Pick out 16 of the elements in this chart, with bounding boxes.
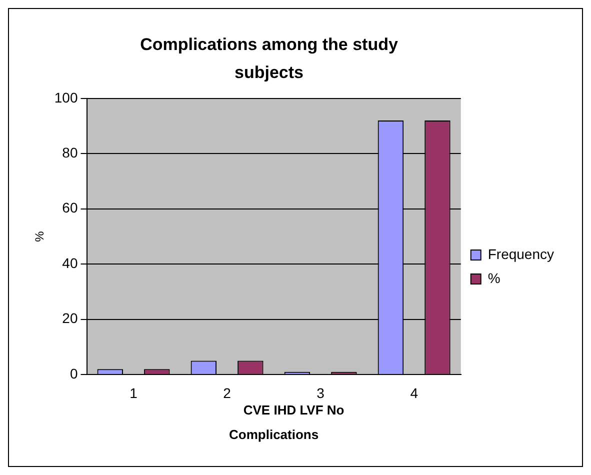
y-tick-label: 100 <box>54 89 78 106</box>
y-tick-label: 20 <box>62 310 78 326</box>
y-axis-title: % <box>32 230 47 242</box>
chart-title: Complications among the study subjects <box>139 34 399 84</box>
x-tick-label: 4 <box>410 384 418 401</box>
y-tick-label: 0 <box>70 365 78 382</box>
x-tick-label: 3 <box>316 384 325 401</box>
y-tick-label: 60 <box>62 200 78 216</box>
x-axis-title: Complications <box>229 426 319 442</box>
y-tick-label: 40 <box>62 254 78 271</box>
text: CVE IHD LVF No <box>243 402 344 418</box>
legend-label: % <box>488 270 500 286</box>
x-tick-label: 2 <box>223 384 232 401</box>
x-tick-label: 1 <box>130 384 138 401</box>
legend-label: Frequency <box>488 246 554 262</box>
y-tick-label: 80 <box>62 144 78 160</box>
